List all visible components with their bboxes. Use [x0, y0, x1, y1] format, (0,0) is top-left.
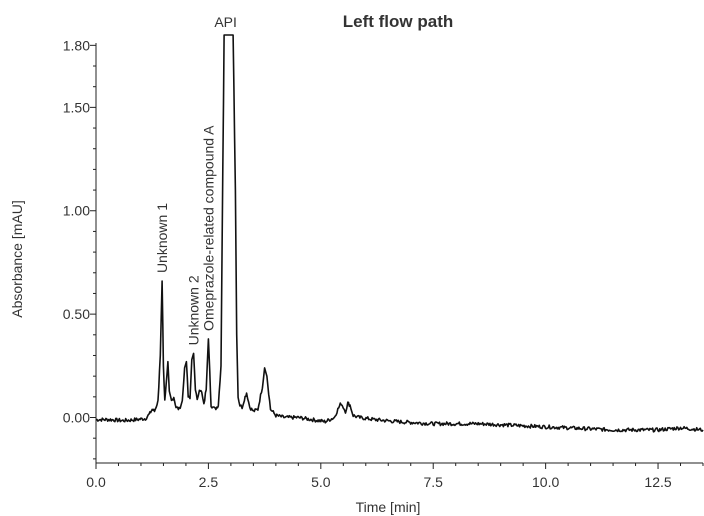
x-tick-label: 5.0 — [311, 474, 331, 490]
y-tick-label: 0.50 — [63, 306, 90, 322]
peak-label: Unknown 1 — [154, 203, 170, 273]
peak-label: Omeprazole-related compound A — [200, 125, 216, 331]
x-tick-label: 2.5 — [199, 474, 219, 490]
peak-label: Unknown 2 — [186, 275, 202, 345]
x-tick-label: 10.0 — [532, 474, 559, 490]
peak-label-api: API — [214, 14, 237, 30]
x-tick-label: 12.5 — [644, 474, 671, 490]
x-axis-label: Time [min] — [356, 499, 421, 515]
absorbance-trace — [95, 34, 704, 433]
y-tick-label: 1.50 — [63, 99, 90, 115]
chart-title: Left flow path — [343, 12, 453, 31]
y-tick-label: 0.00 — [63, 410, 90, 426]
y-tick-label: 1.80 — [63, 37, 90, 53]
x-tick-label: 7.5 — [423, 474, 443, 490]
y-tick-label: 1.00 — [63, 203, 90, 219]
axis-ticks — [90, 44, 704, 469]
y-axis-label: Absorbance [mAU] — [9, 200, 25, 318]
tick-labels: 0.00 0.50 1.00 1.50 1.80 0.0 2.5 5.0 7.5 10.0 12.5 — [63, 37, 672, 490]
x-tick-label: 0.0 — [86, 474, 106, 490]
